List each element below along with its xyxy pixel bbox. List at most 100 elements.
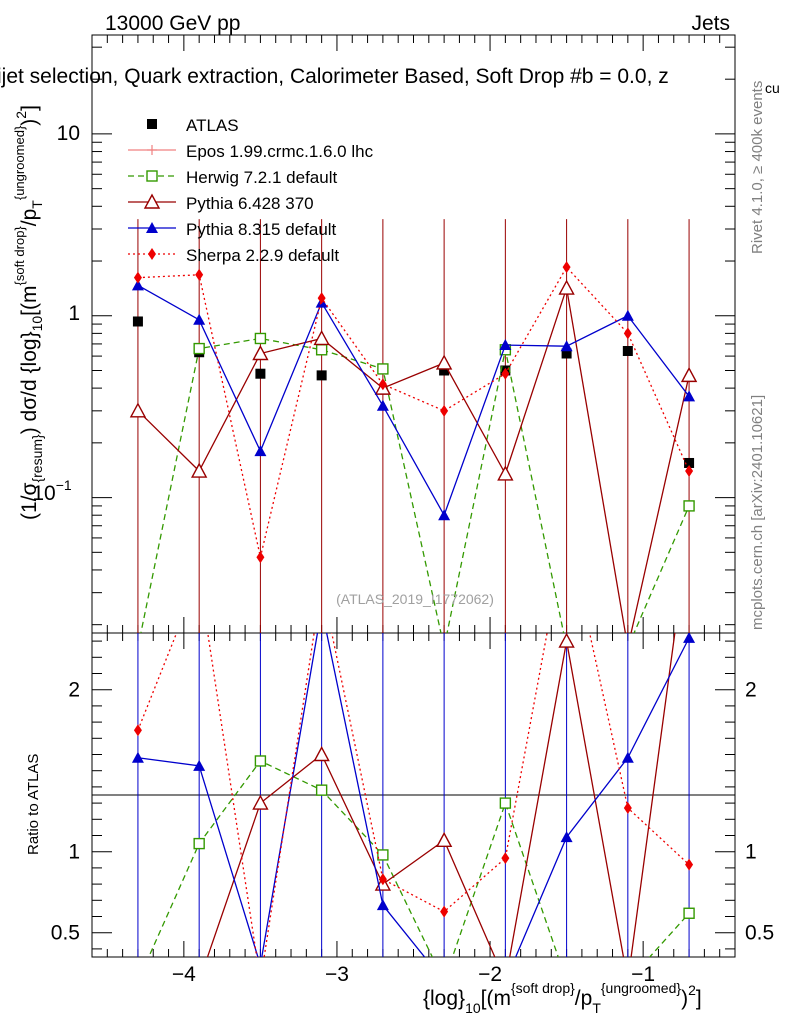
data-point-pythia (497, 465, 514, 481)
data-point-herwig (193, 342, 205, 355)
ratio-point-herwig (193, 837, 205, 850)
data-point-herwig (315, 344, 328, 356)
main-series (129, 219, 698, 633)
data-point-sherpa (256, 551, 265, 564)
ratio-tick-labels: 0.5 0.5 1 1 2 2 (51, 679, 774, 945)
ratio-point-pythia (193, 759, 206, 771)
data-point-herwig (254, 332, 267, 345)
ratio-point-herwig (315, 784, 328, 796)
data-point-pythia (621, 309, 634, 321)
y-tick-label-1: 1 (68, 302, 80, 325)
data-point-sherpa (195, 268, 204, 281)
ratio-tick-label-right: 1 (745, 841, 757, 864)
ratio-point-pythia (558, 633, 575, 648)
legend-marker-epos (147, 145, 157, 155)
legend-marker-pythia (146, 222, 158, 233)
data-point-pythia (193, 313, 206, 325)
ratio-point-herwig (439, 976, 449, 986)
ratio-line-pythia (137, 633, 690, 957)
data-point-sherpa (685, 465, 694, 478)
series-line-pythia (137, 284, 690, 517)
ratio-point-sherpa (378, 873, 387, 886)
legend-marker-herwig (146, 170, 158, 182)
ratio-point-pythia (131, 751, 144, 763)
data-point-sherpa (501, 367, 510, 380)
data-point-pythia (131, 279, 144, 291)
legend-marker-atlas (147, 119, 157, 129)
data-point-pythia (435, 354, 453, 370)
data-point-pythia (499, 339, 512, 351)
data-point-sherpa (378, 378, 387, 391)
legend-label-epos: Epos 1.99.crmc.1.6.0 lhc (186, 142, 374, 161)
ratio-y-ticks (92, 640, 735, 950)
ratio-point-sherpa (256, 975, 264, 987)
legend-label-sherpa: Sherpa 2.2.9 default (186, 246, 339, 265)
x-tick-label: −3 (325, 963, 349, 986)
ratio-tick-label-left: 0.5 (51, 922, 80, 945)
data-point-atlas (622, 345, 633, 356)
data-point-herwig (683, 500, 695, 512)
data-point-pythia (560, 340, 573, 352)
ratio-point-pythia (137, 956, 139, 957)
ratio-tick-label-left: 2 (68, 679, 80, 702)
data-point-pythia (129, 402, 147, 418)
ratio-point-herwig (133, 976, 143, 986)
x-tick-label: −1 (631, 963, 655, 986)
x-tick-labels: −4 −3 −2 −1 (172, 963, 655, 986)
y-axis-label-main: (1/σ{resum}) dσ/d {log}10[(m{soft drop}/… (12, 105, 45, 520)
data-point-herwig (377, 363, 389, 375)
ratio-point-sherpa (501, 852, 510, 865)
data-point-pythia (313, 329, 330, 346)
data-point-atlas (316, 370, 327, 381)
legend-label-pythia: Pythia 8.315 default (186, 220, 337, 239)
data-point-sherpa (562, 261, 571, 274)
data-point-atlas (132, 316, 143, 327)
ratio-point-sherpa (685, 858, 694, 871)
data-point-atlas (439, 365, 450, 376)
ratio-point-pythia (621, 751, 634, 763)
y-tick-label-0.1: 10−1 (32, 477, 72, 505)
data-point-sherpa (317, 292, 326, 305)
ratio-point-pythia (376, 899, 389, 911)
data-point-pythia (683, 390, 696, 402)
ratio-point-pythia (254, 959, 266, 970)
legend-marker-sherpa (148, 248, 156, 260)
data-point-sherpa (133, 271, 142, 284)
ratio-point-pythia (683, 633, 696, 643)
ratio-tick-label-right: 0.5 (745, 922, 774, 945)
x-axis-label: {log}10[(m{soft drop}/pT{ungroomed})2] (423, 980, 702, 1016)
data-point-atlas (684, 457, 695, 468)
data-point-pythia (252, 345, 269, 361)
data-point-pythia (558, 279, 575, 295)
ratio-point-sherpa (440, 905, 449, 918)
x-tick-label: −2 (478, 963, 502, 986)
ratio-point-sherpa (133, 724, 142, 737)
ratio-line-herwig (148, 760, 690, 957)
data-point-atlas (561, 348, 572, 359)
data-point-pythia (680, 366, 698, 383)
ratio-point-sherpa (623, 801, 632, 814)
ratio-tick-label-right: 2 (745, 679, 757, 702)
ratio-point-herwig (683, 907, 695, 919)
data-point-pythia (438, 509, 451, 521)
data-point-sherpa (440, 404, 449, 417)
ratio-tick-label-left: 1 (68, 841, 80, 864)
legend-label-herwig: Herwig 7.2.1 default (186, 168, 337, 187)
y-axis-label-ratio: Ratio to ATLAS (25, 754, 42, 855)
data-point-sherpa (623, 327, 632, 340)
ratio-point-herwig (377, 849, 389, 861)
data-point-pythia (376, 399, 389, 411)
legend-marker-pythia (143, 193, 161, 209)
chart-title: ijet selection, Quark extraction, Calori… (0, 65, 669, 88)
main-y-ticks (92, 46, 735, 626)
ratio-series (131, 633, 696, 987)
ratio-point-pythia (438, 975, 450, 986)
header-right: Jets (691, 12, 730, 35)
data-point-atlas (255, 368, 266, 379)
ratio-point-herwig (499, 797, 512, 809)
rivet-version-label: Rivet 4.1.0, ≥ 400k events (749, 81, 766, 254)
chart-title-subscript: cu (765, 80, 780, 96)
data-point-pythia (254, 445, 267, 457)
ratio-point-herwig (254, 755, 267, 767)
data-point-pythia (190, 462, 208, 478)
